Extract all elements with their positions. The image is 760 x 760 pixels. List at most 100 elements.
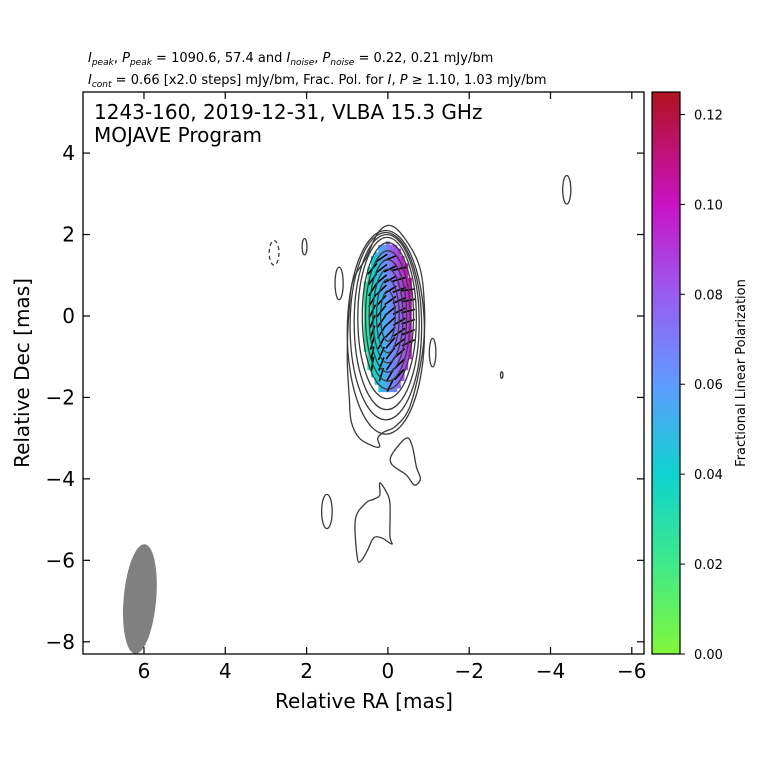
y-tick-label: −8 bbox=[46, 630, 75, 654]
colorbar-ticks: 0.00 0.02 0.04 0.06 0.08 0.10 0.12 bbox=[680, 108, 723, 663]
evpa-tick bbox=[392, 266, 407, 272]
pol-cell bbox=[378, 358, 383, 363]
pol-cell bbox=[385, 325, 390, 330]
pol-cell bbox=[400, 340, 405, 345]
pol-cell bbox=[396, 369, 401, 374]
pol-cell bbox=[400, 270, 405, 275]
pol-cell bbox=[403, 288, 409, 294]
pol-cell bbox=[385, 307, 390, 312]
pol-cell bbox=[389, 354, 394, 360]
pol-cell bbox=[392, 373, 398, 378]
isolated-contour bbox=[320, 493, 333, 530]
pol-cell bbox=[392, 387, 398, 393]
colorbar-tick-label: 0.08 bbox=[694, 288, 723, 303]
plot-frame bbox=[82, 91, 645, 655]
evpa-tick bbox=[392, 276, 407, 283]
colorbar-label: Fractional Linear Polarization bbox=[734, 279, 749, 467]
pol-cell bbox=[392, 263, 398, 268]
x-tick-label: −6 bbox=[617, 659, 646, 683]
colorbar-tick-label: 0.06 bbox=[694, 378, 723, 393]
pol-cell bbox=[389, 288, 394, 294]
pol-cell bbox=[367, 340, 372, 345]
pol-cell bbox=[378, 369, 383, 374]
pol-cell bbox=[367, 266, 372, 272]
pol-cell bbox=[389, 299, 394, 305]
pol-cell bbox=[392, 329, 398, 334]
pol-cell bbox=[407, 285, 412, 290]
pol-cell bbox=[396, 384, 401, 389]
pol-cell bbox=[396, 248, 401, 253]
pol-cell bbox=[407, 288, 412, 294]
pol-cell bbox=[396, 343, 401, 349]
pol-cell bbox=[396, 332, 401, 338]
pol-cell bbox=[378, 351, 383, 356]
pol-cell bbox=[389, 281, 394, 286]
evpa-tick bbox=[375, 253, 388, 263]
pol-cell bbox=[389, 310, 394, 316]
pol-cell bbox=[385, 384, 390, 389]
pol-cell bbox=[385, 336, 390, 341]
pol-cell bbox=[374, 354, 379, 360]
pol-cell bbox=[378, 303, 383, 308]
pol-cell bbox=[382, 244, 387, 250]
pol-cell bbox=[403, 336, 409, 341]
core-contour bbox=[368, 259, 408, 373]
pol-cell bbox=[382, 266, 387, 272]
pol-cell bbox=[374, 329, 379, 334]
evpa-tick bbox=[376, 294, 387, 307]
pol-cell bbox=[389, 387, 394, 393]
pol-cell bbox=[392, 336, 398, 341]
core-contour bbox=[357, 236, 417, 400]
pol-cell bbox=[407, 343, 412, 349]
pol-cell bbox=[403, 270, 409, 275]
colorbar-tick-label: 0.00 bbox=[694, 648, 723, 663]
pol-cell bbox=[367, 347, 372, 352]
pol-cell bbox=[378, 270, 383, 275]
pol-cell bbox=[385, 274, 390, 279]
pol-cell bbox=[407, 347, 412, 352]
pol-cell bbox=[385, 373, 390, 378]
pol-cell bbox=[367, 362, 372, 367]
pol-cell bbox=[396, 285, 401, 290]
evpa-tick bbox=[384, 295, 397, 306]
pol-cell bbox=[385, 244, 390, 250]
pol-cell bbox=[403, 281, 409, 286]
pol-cell bbox=[371, 369, 376, 374]
pol-cell bbox=[382, 281, 387, 286]
pol-cell bbox=[392, 270, 398, 275]
pol-cell bbox=[389, 248, 394, 253]
evpa-tick bbox=[384, 306, 397, 317]
pol-cell bbox=[363, 336, 368, 341]
x-axis-label: Relative RA [mas] bbox=[275, 689, 453, 713]
pol-cell bbox=[374, 365, 379, 371]
total-intensity-contours bbox=[268, 174, 572, 564]
pol-cell bbox=[396, 292, 401, 297]
pol-cell bbox=[382, 318, 387, 323]
pol-cell bbox=[378, 387, 383, 393]
pol-cell bbox=[374, 351, 379, 356]
pol-cell bbox=[400, 365, 405, 371]
evpa-tick bbox=[369, 335, 376, 350]
pol-cell bbox=[396, 354, 401, 360]
evpa-tick bbox=[383, 275, 397, 284]
inset-program: MOJAVE Program bbox=[94, 123, 262, 147]
pol-cell bbox=[382, 263, 387, 268]
y-axis-label: Relative Dec [mas] bbox=[10, 278, 34, 468]
pol-cell bbox=[382, 332, 387, 338]
pol-cell bbox=[367, 336, 372, 341]
evpa-vectors bbox=[367, 253, 416, 392]
pol-cell bbox=[389, 303, 394, 308]
pol-cell bbox=[403, 292, 409, 297]
isolated-contour bbox=[334, 266, 344, 301]
evpa-tick bbox=[370, 346, 375, 361]
pol-cell bbox=[389, 362, 394, 367]
pol-cell bbox=[385, 314, 390, 319]
pol-cell bbox=[378, 248, 383, 253]
x-tick-label: −2 bbox=[454, 659, 483, 683]
pol-cell bbox=[382, 270, 387, 275]
x-tick-label: 6 bbox=[138, 659, 151, 683]
pol-cell bbox=[374, 336, 379, 341]
core-contour bbox=[375, 278, 400, 354]
pol-cell bbox=[363, 340, 368, 345]
